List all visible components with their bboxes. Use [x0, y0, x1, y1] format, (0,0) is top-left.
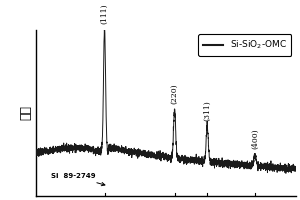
Text: (400): (400) [251, 129, 259, 149]
Text: (220): (220) [171, 84, 178, 104]
Text: (311): (311) [203, 100, 211, 121]
Text: (111): (111) [100, 4, 109, 24]
Text: Si  89-2749: Si 89-2749 [51, 173, 105, 186]
Legend: Si-SiO$_2$-OMC: Si-SiO$_2$-OMC [198, 34, 291, 56]
Y-axis label: 强度: 强度 [19, 105, 32, 120]
